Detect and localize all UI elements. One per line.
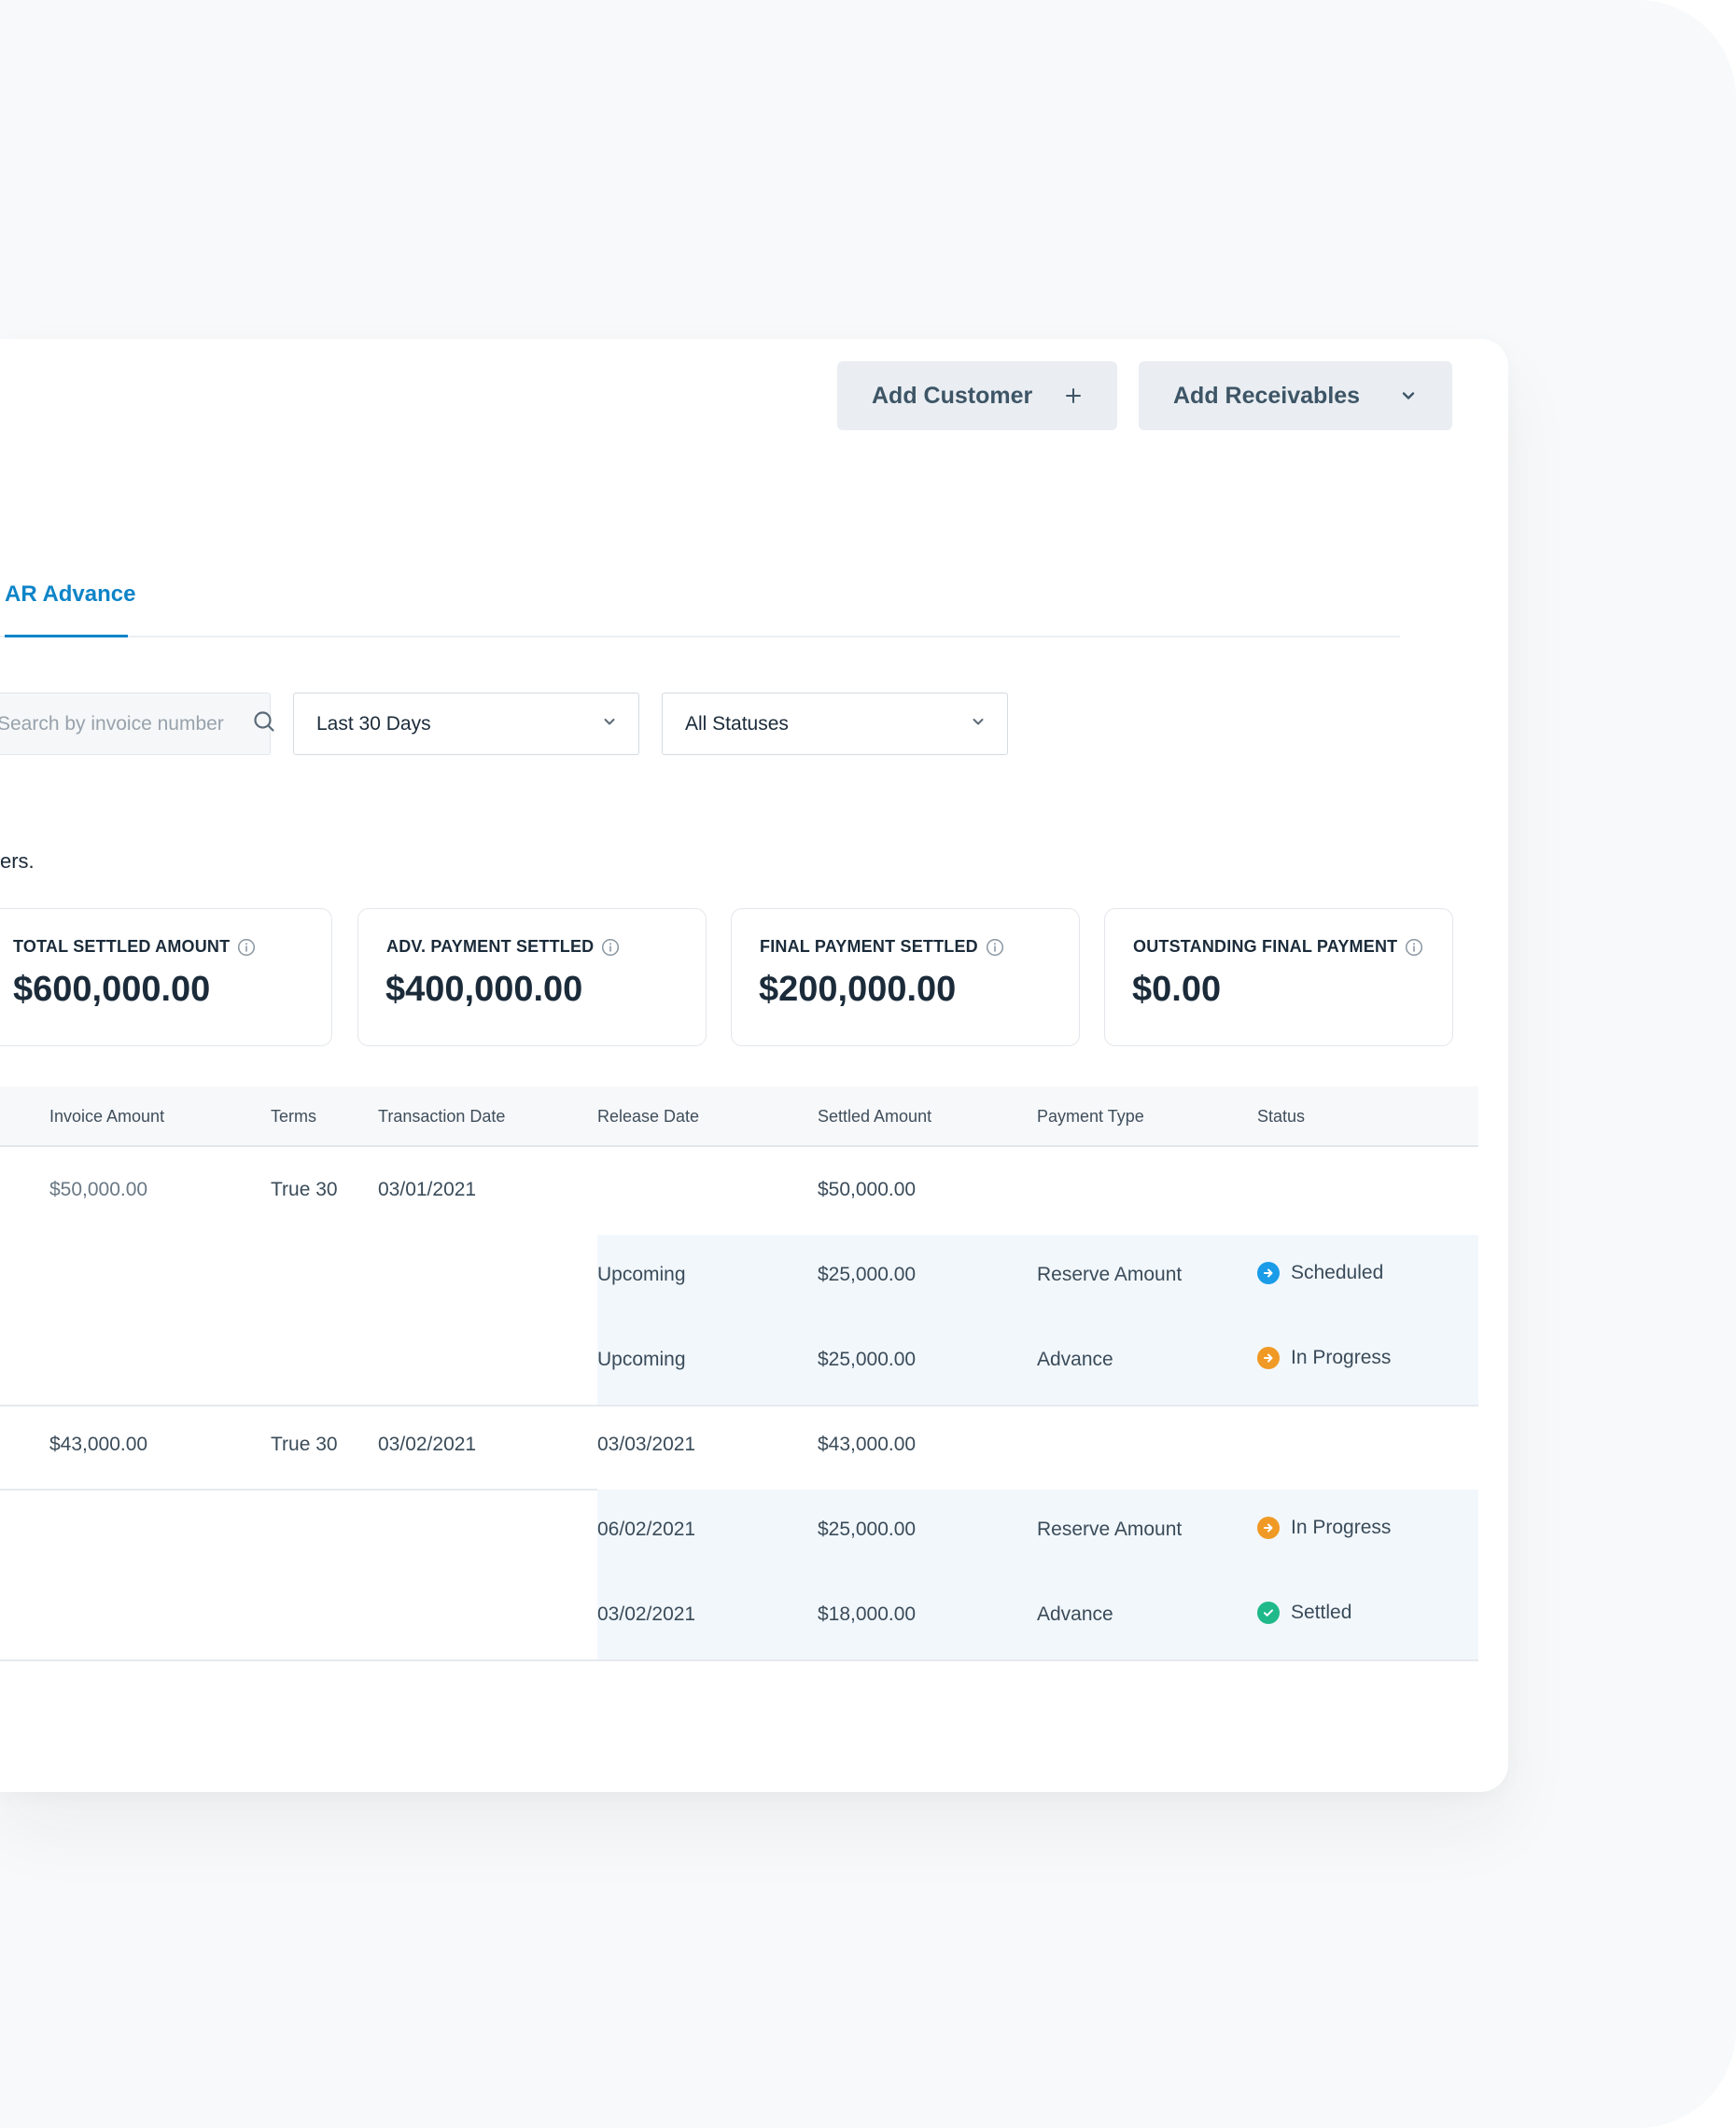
row-divider	[0, 1405, 1478, 1407]
card-label: FINAL PAYMENT SETTLED	[760, 937, 978, 956]
card-value: $600,000.00	[13, 970, 211, 1009]
row-divider	[0, 1659, 1478, 1661]
chevron-down-icon	[970, 713, 987, 735]
table-header: Invoice Amount Terms Transaction Date Re…	[0, 1086, 1478, 1147]
payment-type: Reserve Amount	[1037, 1519, 1183, 1540]
release-date: Upcoming	[597, 1264, 686, 1285]
status-badge: Scheduled	[1257, 1262, 1383, 1284]
column-header-settled-amount[interactable]: Settled Amount	[818, 1107, 932, 1126]
card-value: $0.00	[1132, 970, 1222, 1009]
arrow-right-icon	[1257, 1517, 1280, 1539]
active-tab-indicator	[5, 635, 128, 637]
status-label: In Progress	[1291, 1347, 1392, 1368]
add-customer-label: Add Customer	[872, 382, 1033, 409]
description-text: ers.	[0, 849, 35, 873]
add-receivables-button[interactable]: Add Receivables	[1139, 361, 1452, 430]
card-label: ADV. PAYMENT SETTLED	[386, 937, 595, 956]
arrow-right-icon	[1257, 1262, 1280, 1284]
status-value: All Statuses	[685, 712, 789, 735]
status-label: Settled	[1291, 1602, 1352, 1623]
status-badge: In Progress	[1257, 1347, 1391, 1369]
status-badge: In Progress	[1257, 1517, 1391, 1539]
card-value: $200,000.00	[759, 970, 957, 1009]
info-icon[interactable]	[1405, 938, 1423, 957]
settled-amount: $25,000.00	[818, 1519, 917, 1540]
release-date: 03/03/2021	[597, 1434, 696, 1455]
info-icon[interactable]	[601, 938, 620, 957]
tab-ar-advance[interactable]: AR Advance	[5, 581, 136, 607]
search-field[interactable]	[0, 693, 274, 755]
status-select[interactable]: All Statuses	[662, 693, 1008, 755]
date-range-value: Last 30 Days	[316, 712, 431, 735]
status-badge: Settled	[1257, 1602, 1351, 1624]
search-input[interactable]	[0, 693, 252, 755]
settled-amount: $25,000.00	[818, 1264, 917, 1285]
plus-icon	[1064, 386, 1083, 405]
release-date: Upcoming	[597, 1349, 686, 1370]
payment-type: Advance	[1037, 1349, 1113, 1370]
column-header-status[interactable]: Status	[1257, 1107, 1306, 1126]
status-label: In Progress	[1291, 1517, 1392, 1538]
transaction-date: 03/01/2021	[378, 1179, 477, 1200]
card-value: $400,000.00	[385, 970, 583, 1009]
main-panel: Add Customer Add Receivables AR Advance …	[0, 339, 1508, 1792]
search-icon[interactable]	[252, 709, 276, 738]
release-date: 06/02/2021	[597, 1519, 696, 1540]
column-header-terms[interactable]: Terms	[271, 1107, 316, 1126]
chevron-down-icon	[1399, 386, 1418, 405]
date-range-select[interactable]: Last 30 Days	[293, 693, 639, 755]
arrow-right-icon	[1257, 1347, 1280, 1369]
column-header-release-date[interactable]: Release Date	[597, 1107, 700, 1126]
terms: True 30	[271, 1434, 338, 1455]
column-header-payment-type[interactable]: Payment Type	[1037, 1107, 1144, 1126]
status-label: Scheduled	[1291, 1262, 1384, 1283]
info-icon[interactable]	[237, 938, 256, 957]
release-date: 03/02/2021	[597, 1603, 696, 1625]
terms: True 30	[271, 1179, 338, 1200]
add-customer-button[interactable]: Add Customer	[837, 361, 1117, 430]
card-label: TOTAL SETTLED AMOUNT	[13, 937, 231, 956]
invoice-amount: $43,000.00	[49, 1434, 148, 1455]
sub-rows-background	[597, 1490, 1478, 1660]
settled-amount: $50,000.00	[818, 1179, 917, 1200]
invoice-amount: $50,000.00	[49, 1179, 148, 1200]
summary-card-final-payment: FINAL PAYMENT SETTLED $200,000.00	[731, 908, 1080, 1046]
settled-amount: $25,000.00	[818, 1349, 917, 1370]
payment-type: Advance	[1037, 1603, 1113, 1625]
summary-card-adv-payment: ADV. PAYMENT SETTLED $400,000.00	[357, 908, 707, 1046]
card-label: OUTSTANDING FINAL PAYMENT	[1133, 937, 1398, 956]
column-header-invoice-amount[interactable]: Invoice Amount	[49, 1107, 165, 1126]
tabs-divider	[0, 636, 1400, 637]
sub-rows-background	[597, 1235, 1478, 1406]
summary-card-outstanding: OUTSTANDING FINAL PAYMENT $0.00	[1104, 908, 1453, 1046]
settled-amount: $18,000.00	[818, 1603, 917, 1625]
settled-amount: $43,000.00	[818, 1434, 917, 1455]
add-receivables-label: Add Receivables	[1173, 382, 1361, 409]
info-icon[interactable]	[986, 938, 1004, 957]
transaction-date: 03/02/2021	[378, 1434, 477, 1455]
payment-type: Reserve Amount	[1037, 1264, 1183, 1285]
summary-card-total-settled: TOTAL SETTLED AMOUNT $600,000.00	[0, 908, 332, 1046]
row-divider	[0, 1489, 597, 1491]
column-header-transaction-date[interactable]: Transaction Date	[378, 1107, 506, 1126]
check-icon	[1257, 1602, 1280, 1624]
chevron-down-icon	[601, 713, 618, 735]
